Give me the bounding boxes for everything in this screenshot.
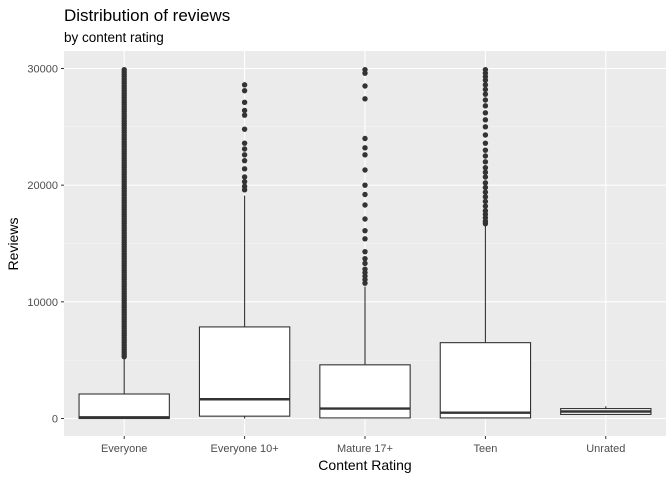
y-tick-label: 30000 (27, 64, 58, 76)
outlier-point (241, 166, 248, 172)
outlier-point (482, 203, 489, 209)
outlier-point (241, 146, 248, 152)
outlier-point (362, 216, 368, 222)
chart-subtitle: by content rating (64, 30, 164, 45)
outlier-point (362, 266, 368, 272)
outlier-point (482, 124, 489, 130)
box-unrated (560, 406, 652, 415)
outlier-point (482, 110, 489, 116)
outlier-point (482, 159, 489, 165)
iqr-box (78, 393, 170, 420)
x-tick-label: Teen (473, 443, 497, 455)
x-axis-title: Content Rating (318, 457, 411, 473)
outlier-point (241, 99, 248, 106)
outlier-point (241, 112, 248, 118)
outlier-point (482, 147, 489, 153)
outlier-point (241, 140, 248, 146)
outlier-point (362, 167, 368, 173)
x-tick-label: Unrated (586, 443, 625, 455)
iqr-box (319, 364, 411, 419)
y-tick-label: 0 (52, 414, 58, 426)
outlier-point (362, 255, 368, 262)
outlier-point (362, 248, 368, 255)
y-axis-title: Reviews (5, 218, 21, 271)
y-tick-label: 10000 (27, 297, 58, 309)
x-tick-label: Mature 17+ (337, 443, 393, 455)
outlier-point (482, 91, 489, 97)
outlier-point (362, 145, 368, 151)
outlier-point (362, 227, 368, 234)
outlier-point (241, 107, 248, 114)
outlier-point (482, 132, 489, 138)
outlier-point (482, 198, 489, 205)
outlier-point (482, 66, 489, 73)
outlier-point (482, 82, 489, 88)
outlier-point (482, 194, 489, 200)
outlier-point (482, 86, 489, 93)
outlier-point (482, 140, 489, 146)
iqr-box (198, 326, 291, 417)
box-series (78, 66, 652, 420)
box-everyone (78, 66, 170, 420)
outlier-point (482, 169, 489, 176)
outlier-point (362, 236, 368, 242)
outlier-point (482, 189, 489, 195)
outlier-point (482, 208, 489, 214)
box-everyone-10- (198, 82, 291, 419)
outlier-point (362, 191, 368, 198)
outlier-point (362, 182, 368, 188)
outlier-point (482, 97, 489, 103)
outlier-point (482, 180, 489, 186)
iqr-box (439, 342, 532, 419)
box-mature-17- (319, 66, 411, 419)
outlier-point (362, 83, 368, 89)
outlier-point (482, 184, 489, 191)
outlier-point (482, 153, 489, 159)
outlier-point (241, 157, 248, 164)
y-tick-label: 20000 (27, 180, 58, 192)
outlier-point (482, 117, 489, 123)
outlier-point (362, 96, 368, 102)
outlier-point (241, 183, 248, 190)
outlier-point (241, 174, 248, 180)
outlier-point (362, 202, 368, 208)
outlier-point (241, 126, 248, 132)
box-teen (439, 66, 532, 419)
outlier-point (241, 152, 248, 158)
outlier-point (241, 87, 248, 94)
outlier-point (482, 164, 489, 171)
outlier-point (362, 260, 368, 267)
outlier-point (362, 152, 368, 158)
outlier-point (482, 103, 489, 109)
x-tick-label: Everyone 10+ (211, 443, 279, 455)
outlier-point (362, 66, 368, 73)
outlier-point (241, 82, 248, 88)
outlier-point (121, 66, 127, 73)
y-axis: 0 10000 20000 30000 (27, 64, 64, 426)
outlier-point (482, 174, 489, 180)
chart-title: Distribution of reviews (64, 6, 230, 25)
outlier-point (241, 178, 248, 185)
outlier-point (362, 135, 368, 142)
x-tick-label: Everyone (101, 443, 147, 455)
x-axis: Everyone Everyone 10+ Mature 17+ Teen Unrate… (101, 436, 625, 455)
